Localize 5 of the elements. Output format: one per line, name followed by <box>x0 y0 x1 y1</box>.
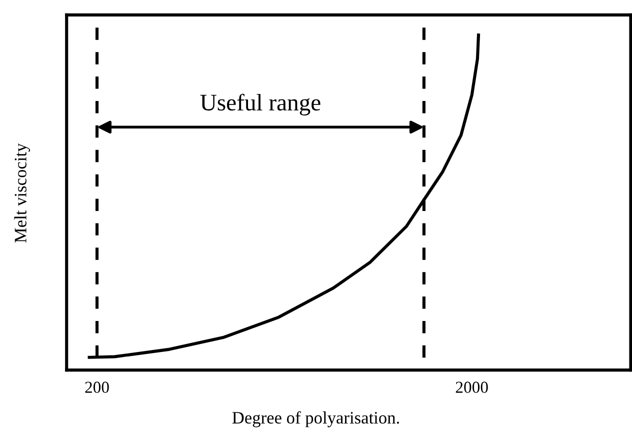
x-tick-label: 200 <box>85 382 109 393</box>
x-tick-label: 2000 <box>456 382 488 393</box>
y-axis-title: Melt viscocity <box>14 143 30 243</box>
x-axis-title: Degree of polyarisation. <box>232 411 399 428</box>
annotation: Useful range <box>200 94 320 116</box>
